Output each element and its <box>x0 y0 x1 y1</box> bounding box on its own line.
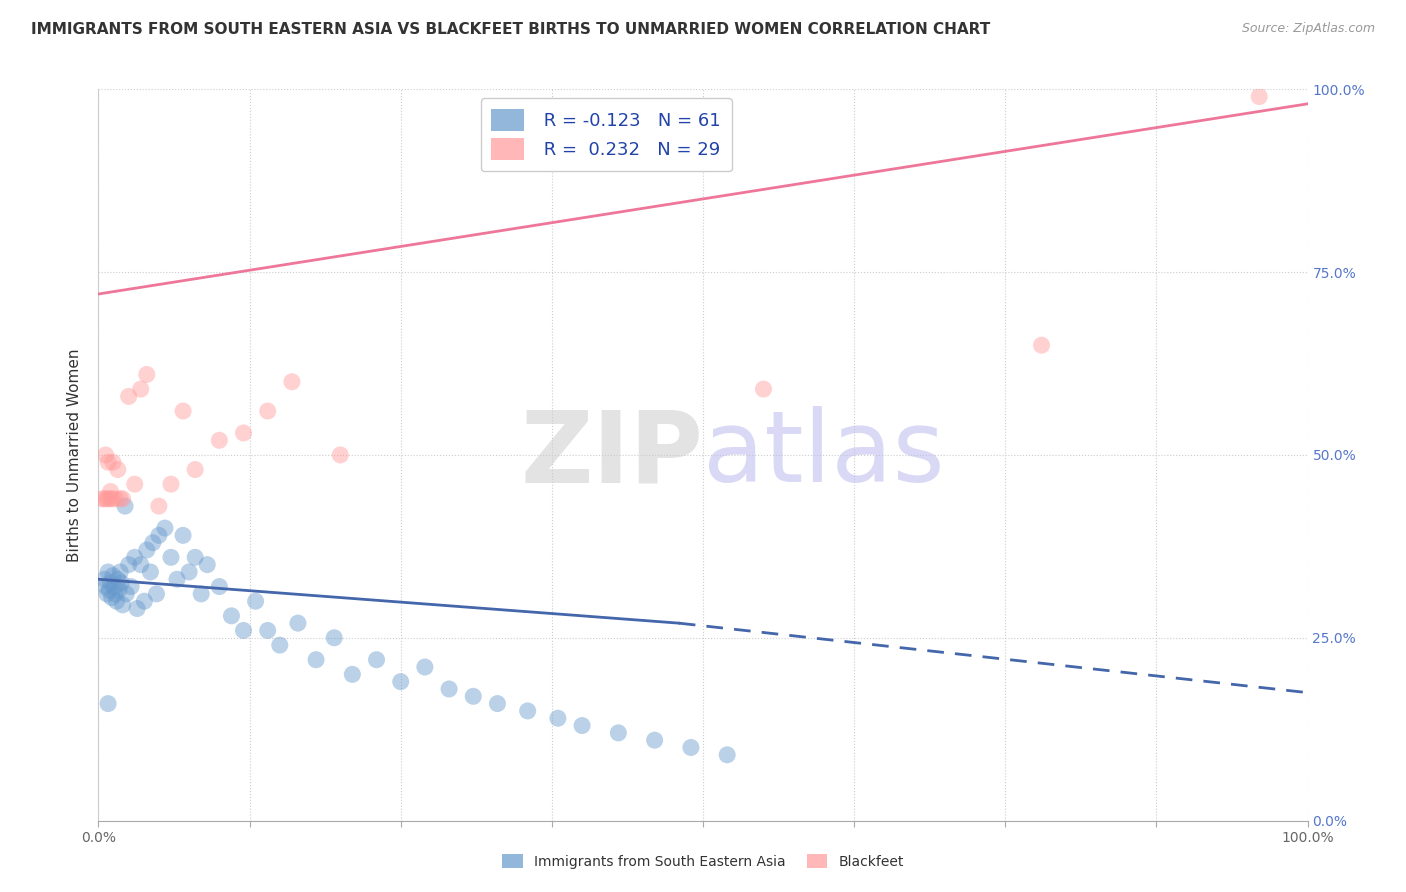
Point <box>160 477 183 491</box>
Point <box>124 477 146 491</box>
Point <box>142 535 165 549</box>
Point <box>118 558 141 572</box>
Point <box>135 368 157 382</box>
Point <box>153 521 176 535</box>
Point <box>1249 89 1271 103</box>
Point <box>166 572 188 586</box>
Point <box>98 583 121 598</box>
Point <box>208 434 231 448</box>
Point <box>101 568 124 582</box>
Point <box>94 448 117 462</box>
Point <box>111 491 134 506</box>
Point <box>97 565 120 579</box>
Point <box>139 565 162 579</box>
Point <box>571 718 593 732</box>
Point <box>269 638 291 652</box>
Point <box>221 608 243 623</box>
Point <box>245 594 267 608</box>
Point <box>148 499 170 513</box>
Point <box>107 572 129 586</box>
Point <box>104 491 127 506</box>
Point <box>389 674 412 689</box>
Point <box>91 491 114 506</box>
Point <box>1031 338 1053 352</box>
Point <box>486 697 509 711</box>
Point <box>184 462 207 476</box>
Point <box>105 594 128 608</box>
Point <box>342 667 364 681</box>
Point <box>98 491 121 506</box>
Point <box>208 580 231 594</box>
Point <box>160 550 183 565</box>
Point <box>190 587 212 601</box>
Point <box>287 616 309 631</box>
Point <box>463 690 485 704</box>
Point <box>437 681 460 696</box>
Point <box>110 576 132 591</box>
Point <box>118 389 141 403</box>
Point <box>111 598 134 612</box>
Point <box>100 591 122 605</box>
Point <box>135 543 157 558</box>
Point <box>184 550 207 565</box>
Point <box>93 491 115 506</box>
Point <box>547 711 569 725</box>
Point <box>94 580 117 594</box>
Point <box>101 455 124 469</box>
Point <box>145 587 167 601</box>
Point <box>323 631 346 645</box>
Point <box>107 462 129 476</box>
Point <box>97 455 120 469</box>
Point <box>752 382 775 396</box>
Point <box>172 528 194 542</box>
Point <box>232 425 254 440</box>
Point <box>134 594 156 608</box>
Point <box>644 733 666 747</box>
Point <box>93 572 115 586</box>
Point <box>232 624 254 638</box>
Text: Source: ZipAtlas.com: Source: ZipAtlas.com <box>1241 22 1375 36</box>
Legend:  R = -0.123   N = 61,  R =  0.232   N = 29: R = -0.123 N = 61, R = 0.232 N = 29 <box>481 98 733 171</box>
Point <box>108 583 131 598</box>
Text: ZIP: ZIP <box>520 407 703 503</box>
Point <box>516 704 538 718</box>
Point <box>679 740 702 755</box>
Point <box>103 580 125 594</box>
Text: atlas: atlas <box>703 407 945 503</box>
Point <box>148 528 170 542</box>
Text: IMMIGRANTS FROM SOUTH EASTERN ASIA VS BLACKFEET BIRTHS TO UNMARRIED WOMEN CORREL: IMMIGRANTS FROM SOUTH EASTERN ASIA VS BL… <box>31 22 990 37</box>
Point <box>108 491 131 506</box>
Point <box>127 601 149 615</box>
Point <box>172 404 194 418</box>
Point <box>281 375 304 389</box>
Point <box>256 404 278 418</box>
Point <box>716 747 738 762</box>
Point <box>195 558 218 572</box>
Point <box>366 653 388 667</box>
Point <box>413 660 436 674</box>
Point <box>97 697 120 711</box>
Point <box>124 550 146 565</box>
Point <box>256 624 278 638</box>
Point <box>100 491 122 506</box>
Legend: Immigrants from South Eastern Asia, Blackfeet: Immigrants from South Eastern Asia, Blac… <box>496 849 910 874</box>
Point <box>305 653 328 667</box>
Point <box>100 484 122 499</box>
Point <box>329 448 352 462</box>
Point <box>96 587 118 601</box>
Point <box>104 587 127 601</box>
Point <box>179 565 201 579</box>
Point <box>100 576 122 591</box>
Point <box>129 382 152 396</box>
Point <box>114 499 136 513</box>
Y-axis label: Births to Unmarried Women: Births to Unmarried Women <box>67 348 83 562</box>
Point <box>129 558 152 572</box>
Point <box>607 726 630 740</box>
Point <box>120 580 142 594</box>
Point <box>108 565 131 579</box>
Point <box>96 491 118 506</box>
Point <box>115 587 138 601</box>
